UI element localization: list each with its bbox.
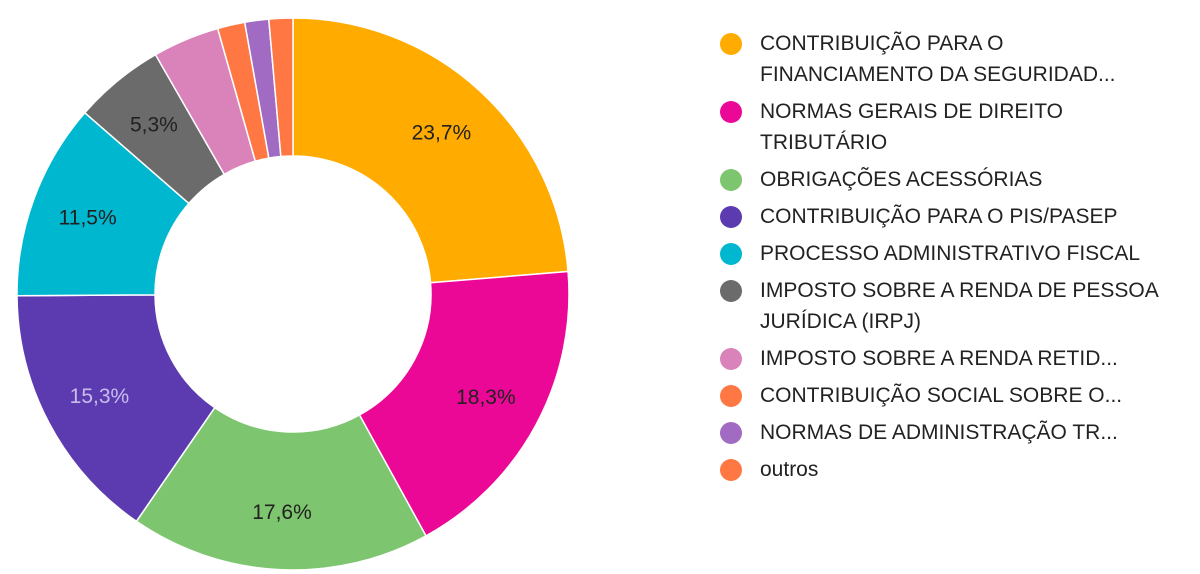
legend-swatch-icon xyxy=(720,101,742,123)
legend-swatch-icon xyxy=(720,422,742,444)
legend-item-obrigacoes-acessorias[interactable]: OBRIGAÇÕES ACESSÓRIAS xyxy=(718,164,1188,195)
legend-label: OBRIGAÇÕES ACESSÓRIAS xyxy=(760,168,1043,191)
chart-legend: CONTRIBUIÇÃO PARA O FINANCIAMENTO DA SEG… xyxy=(718,28,1188,491)
slice-value-label: 15,3% xyxy=(70,385,130,408)
legend-swatch-icon xyxy=(720,348,742,370)
legend-label: CONTRIBUIÇÃO PARA O FINANCIAMENTO DA SEG… xyxy=(760,32,1116,86)
slice-outros[interactable] xyxy=(267,17,294,158)
slice-obrigacoes-acessorias[interactable] xyxy=(135,406,427,571)
slice-value-label: 17,6% xyxy=(252,501,312,524)
legend-item-outros[interactable]: outros xyxy=(718,454,1188,485)
slice-contribuicao-para-o-pis-pasep[interactable] xyxy=(16,294,216,523)
legend-item-imposto-sobre-a-renda-retid[interactable]: IMPOSTO SOBRE A RENDA RETID... xyxy=(718,343,1188,374)
legend-swatch-icon xyxy=(720,206,742,228)
legend-swatch-icon xyxy=(720,33,742,55)
legend-item-normas-gerais-de-direito-tributario[interactable]: NORMAS GERAIS DE DIREITO TRIBUTÁRIO xyxy=(718,96,1188,158)
legend-label: IMPOSTO SOBRE A RENDA DE PESSOA JURÍDICA… xyxy=(760,279,1158,333)
legend-swatch-icon xyxy=(720,169,742,191)
legend-item-contribuicao-social-sobre-o[interactable]: CONTRIBUIÇÃO SOCIAL SOBRE O... xyxy=(718,380,1188,411)
legend-item-imposto-sobre-a-renda-de-pessoa-juridica-irpj[interactable]: IMPOSTO SOBRE A RENDA DE PESSOA JURÍDICA… xyxy=(718,275,1188,337)
legend-label: outros xyxy=(760,458,819,481)
legend-swatch-icon xyxy=(720,385,742,407)
slice-value-label: 18,3% xyxy=(456,386,516,409)
slice-value-label: 23,7% xyxy=(412,121,472,144)
legend-item-processo-administrativo-fiscal[interactable]: PROCESSO ADMINISTRATIVO FISCAL xyxy=(718,238,1188,269)
legend-swatch-icon xyxy=(720,243,742,265)
slice-value-label: 5,3% xyxy=(130,113,178,136)
donut-plot: 23,7% 18,3% 17,6% 15,3% 11,5% 5,3% xyxy=(16,17,570,571)
legend-label: PROCESSO ADMINISTRATIVO FISCAL xyxy=(760,242,1141,265)
legend-label: NORMAS DE ADMINISTRAÇÃO TR... xyxy=(760,421,1118,444)
legend-label: NORMAS GERAIS DE DIREITO TRIBUTÁRIO xyxy=(760,100,1063,154)
legend-label: CONTRIBUIÇÃO PARA O PIS/PASEP xyxy=(760,205,1118,228)
legend-item-contribuicao-para-o-financiamento-da-seguridad[interactable]: CONTRIBUIÇÃO PARA O FINANCIAMENTO DA SEG… xyxy=(718,28,1188,90)
legend-label: CONTRIBUIÇÃO SOCIAL SOBRE O... xyxy=(760,384,1123,407)
slice-value-label: 11,5% xyxy=(59,206,117,229)
slice-normas-gerais-de-direito-tributario[interactable] xyxy=(358,270,570,537)
legend-swatch-icon xyxy=(720,459,742,481)
legend-item-contribuicao-para-o-pis-pasep[interactable]: CONTRIBUIÇÃO PARA O PIS/PASEP xyxy=(718,201,1188,232)
legend-label: IMPOSTO SOBRE A RENDA RETID... xyxy=(760,347,1118,370)
legend-item-normas-de-administracao-tr[interactable]: NORMAS DE ADMINISTRAÇÃO TR... xyxy=(718,417,1188,448)
legend-swatch-icon xyxy=(720,280,742,302)
slice-contribuicao-para-o-financiamento-da-seguridad[interactable] xyxy=(292,17,569,284)
